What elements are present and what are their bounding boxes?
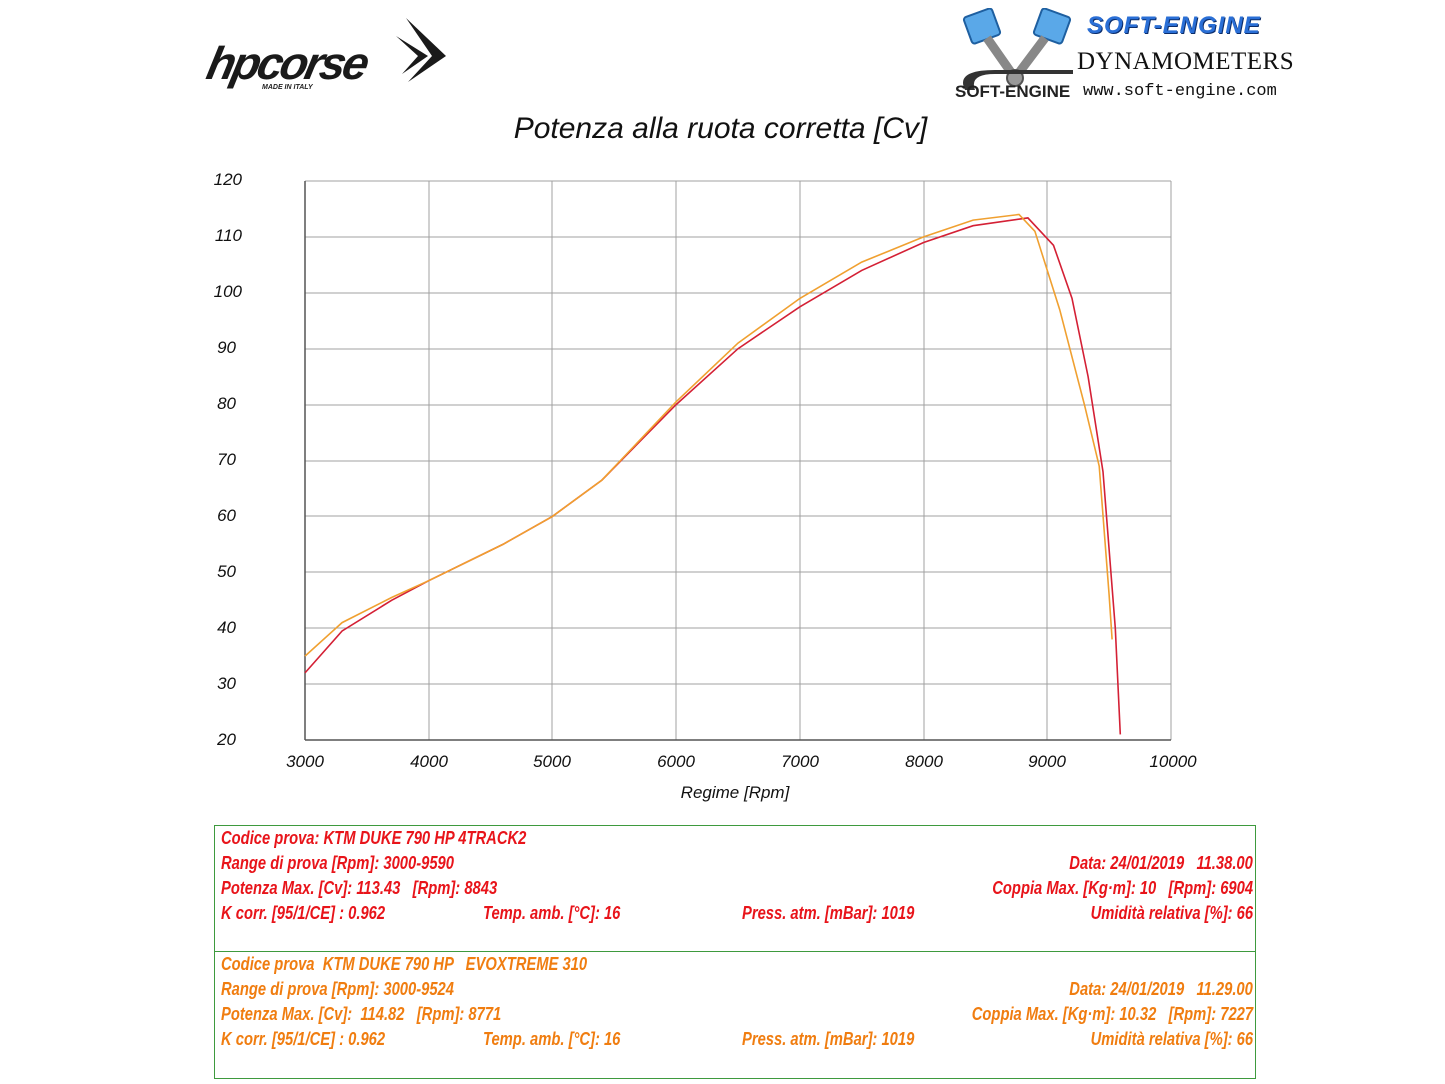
y-tick: 90	[217, 338, 236, 357]
test-info-box-evoxtreme: Codice prova KTM DUKE 790 HP EVOXTREME 3…	[214, 951, 1256, 1079]
y-tick: 120	[213, 170, 242, 189]
y-tick: 50	[217, 562, 236, 581]
chart-title: Potenza alla ruota corretta [Cv]	[0, 112, 1445, 146]
website-url: www.soft-engine.com	[1083, 82, 1277, 101]
x-tick: 8000	[905, 752, 943, 771]
y-tick: 60	[217, 506, 236, 525]
test-k-corr: K corr. [95/1/CE] : 0.962	[221, 1029, 386, 1049]
pistons-v-icon	[962, 8, 1073, 90]
test-code: Codice prova: KTM DUKE 790 HP 4TRACK2	[221, 828, 527, 848]
soft-engine-mark: SOFT-ENGINE	[955, 82, 1071, 101]
test-humidity: Umidità relativa [%]: 66	[1090, 903, 1253, 923]
grid	[305, 180, 1172, 740]
dynamometers-label: DYNAMOMETERS	[1077, 48, 1295, 75]
x-tick: 4000	[410, 752, 448, 771]
test-max-power: Potenza Max. [Cv]: 113.43 [Rpm]: 8843	[221, 878, 498, 898]
test-range: Range di prova [Rpm]: 3000-9524	[221, 979, 454, 999]
hpcorse-logo: hpcorse MADE IN ITALY	[202, 14, 448, 94]
hpcorse-tagline: MADE IN ITALY	[262, 84, 313, 91]
series-evoxtreme-line	[304, 213, 1113, 657]
x-axis-label: Regime [Rpm]	[680, 783, 790, 802]
x-tick: 5000	[533, 752, 571, 771]
y-tick: 110	[214, 226, 242, 245]
test-date: Data: 24/01/2019 11.29.00	[1069, 979, 1253, 999]
test-pressure: Press. atm. [mBar]: 1019	[742, 903, 915, 923]
test-max-torque: Coppia Max. [Kg·m]: 10 [Rpm]: 6904	[992, 878, 1253, 898]
chevron-arrow-icon	[396, 18, 446, 82]
series-4track2-line	[304, 217, 1122, 735]
y-tick: 80	[217, 394, 236, 413]
test-pressure: Press. atm. [mBar]: 1019	[742, 1029, 915, 1049]
y-tick: 100	[213, 282, 242, 301]
test-max-torque: Coppia Max. [Kg·m]: 10.32 [Rpm]: 7227	[971, 1004, 1253, 1024]
test-code: Codice prova KTM DUKE 790 HP EVOXTREME 3…	[221, 954, 588, 974]
test-humidity: Umidità relativa [%]: 66	[1090, 1029, 1253, 1049]
y-tick: 30	[217, 674, 236, 693]
y-tick: 70	[217, 450, 236, 469]
test-max-power: Potenza Max. [Cv]: 114.82 [Rpm]: 8771	[221, 1004, 502, 1024]
soft-engine-brand: SOFT-ENGINE	[1087, 12, 1261, 39]
soft-engine-logo: SOFT-ENGINE SOFT-ENGINE DYNAMOMETERS www…	[955, 8, 1295, 108]
test-info-box-4track2: Codice prova: KTM DUKE 790 HP 4TRACK2 Ra…	[214, 825, 1256, 952]
axes	[304, 181, 1171, 741]
test-range: Range di prova [Rpm]: 3000-9590	[221, 853, 454, 873]
test-temp: Temp. amb. [°C]: 16	[483, 903, 621, 923]
x-tick: 3000	[286, 752, 324, 771]
test-date: Data: 24/01/2019 11.38.00	[1069, 853, 1253, 873]
x-tick: 6000	[657, 752, 695, 771]
test-k-corr: K corr. [95/1/CE] : 0.962	[221, 903, 386, 923]
x-tick: 10000	[1149, 752, 1197, 771]
chart-title-text: Potenza alla ruota corretta [Cv]	[513, 112, 928, 145]
x-tick: 7000	[781, 752, 819, 771]
y-tick: 20	[217, 730, 236, 749]
x-tick: 9000	[1028, 752, 1066, 771]
test-temp: Temp. amb. [°C]: 16	[483, 1029, 621, 1049]
y-tick: 40	[217, 618, 236, 637]
